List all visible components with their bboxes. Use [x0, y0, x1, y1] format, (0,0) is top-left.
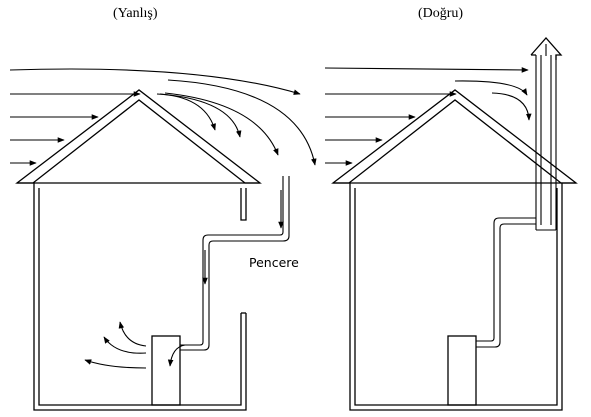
caption-wrong: (Yanlış)	[113, 6, 158, 21]
deflect-arrow-4	[167, 79, 317, 166]
wind-right	[324, 67, 532, 166]
stovepipe-right-a	[476, 217, 536, 342]
stovepipe-wrong-a	[180, 176, 284, 346]
walls-right-outer	[349, 183, 563, 411]
wind-right-arrow-top	[324, 67, 529, 73]
deflect-arrow-1	[156, 93, 216, 131]
chimney-exhaust-arrow	[530, 37, 563, 60]
wind-arrow-top	[9, 68, 301, 95]
wind-right-deflect-1	[454, 80, 528, 96]
chimney-right-inner	[540, 55, 552, 225]
smoke-room-arrow-3	[84, 359, 147, 369]
walls-wrong-inner	[38, 188, 242, 406]
walls-right-inner	[354, 188, 558, 406]
smoke-room-arrow-1	[118, 321, 147, 347]
caption-right: (Doğru)	[418, 6, 464, 21]
house-wrong	[15, 89, 290, 411]
deflect-arrow-2	[159, 93, 242, 138]
stove-right	[447, 335, 477, 406]
smoke-room-arrow-2	[103, 336, 147, 354]
stovepipe-right-b	[476, 223, 536, 348]
wind-wrong	[9, 68, 317, 166]
walls-wrong-outer	[33, 183, 247, 411]
chimney-right-outer	[535, 55, 557, 231]
stovepipe-wrong-b	[180, 176, 290, 351]
roof-right	[331, 89, 578, 184]
house-right	[331, 37, 578, 411]
roof-wrong	[15, 89, 262, 184]
window-label: Pencere	[249, 255, 299, 270]
wall-wrong-upper	[240, 188, 247, 221]
smoke-down-arrow-3	[167, 344, 186, 367]
deflect-arrow-3	[164, 92, 279, 156]
wind-right-deflect-2	[491, 92, 532, 121]
stove-wrong	[151, 335, 181, 406]
